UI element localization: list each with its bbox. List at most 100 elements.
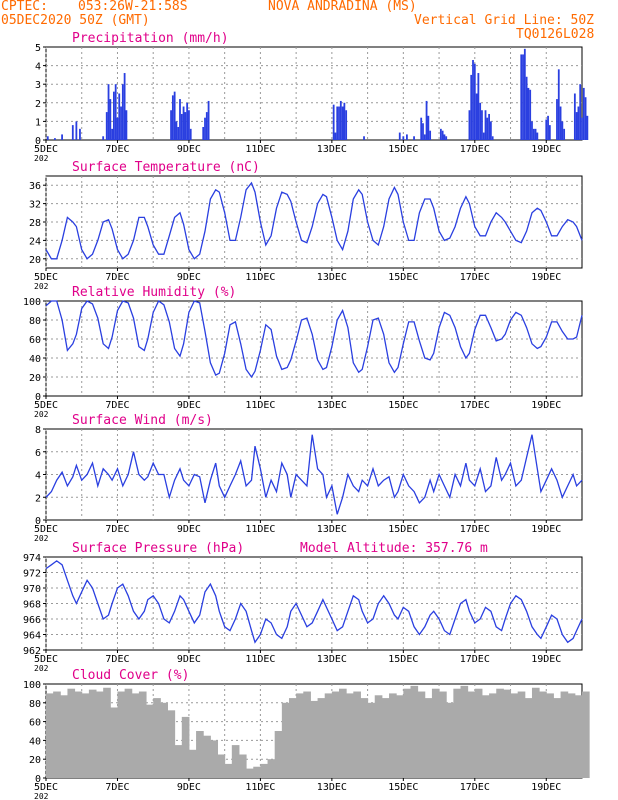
cloud-bar — [96, 691, 104, 778]
x-tick-label: 7DEC — [105, 524, 129, 535]
cloud-bar — [138, 691, 147, 778]
cloud-bar — [489, 693, 497, 778]
header: CPTEC: 053:26W-21:58S NOVA ANDRADINA (MS… — [0, 0, 618, 46]
cloud-bar — [131, 693, 140, 778]
precip-bar — [422, 123, 424, 140]
precip-bar — [548, 125, 551, 140]
x-tick-label: 9DEC — [177, 782, 201, 793]
cloud-bar — [246, 768, 254, 778]
cloud-bar — [439, 691, 447, 778]
y-tick-label: 20 — [29, 255, 41, 266]
precip-bar — [488, 113, 490, 140]
precip-bar — [207, 100, 210, 140]
precip-bar — [61, 134, 63, 140]
cloud-bar — [203, 735, 211, 778]
precip-bar — [481, 110, 483, 140]
year-stub: 202 — [34, 534, 49, 543]
precip-bar — [179, 99, 181, 140]
y-tick-label: 28 — [29, 218, 41, 229]
precip-bar — [520, 54, 523, 140]
x-tick-label: 11DEC — [245, 524, 275, 535]
cloud-bar — [360, 698, 369, 778]
precip-bar — [473, 63, 476, 140]
precip-bar — [204, 117, 206, 140]
x-tick-label: 15DEC — [388, 782, 418, 793]
x-tick-label: 11DEC — [245, 144, 275, 155]
precip-bar — [184, 112, 187, 140]
precip-bar — [547, 115, 549, 140]
cloud-bar — [317, 698, 326, 778]
cloud-bar — [446, 702, 454, 778]
precip-bar — [54, 138, 56, 140]
precip-bar — [557, 69, 560, 140]
cloud-bar — [188, 749, 197, 778]
y-tick-label: 962 — [23, 646, 41, 657]
x-tick-label: 15DEC — [388, 400, 418, 411]
panel-title: Cloud Cover (%) — [72, 668, 189, 683]
panel-title: Surface Temperature (nC) — [72, 160, 260, 175]
precip-bar — [343, 102, 346, 140]
y-tick-label: 3 — [35, 80, 41, 91]
panel-title: Relative Humidity (%) — [72, 285, 236, 300]
cloud-bar — [503, 689, 512, 778]
x-tick-label: 17DEC — [460, 782, 490, 793]
precip-bar — [531, 121, 533, 140]
precip-bar — [406, 134, 408, 140]
y-tick-label: 100 — [23, 297, 41, 308]
header-grid-note: Vertical Grid Line: 50Z — [414, 13, 595, 28]
cloud-bar — [281, 702, 290, 778]
precip-bar — [545, 119, 548, 140]
y-tick-label: 20 — [29, 755, 41, 766]
cloud-bar — [231, 745, 240, 778]
panel-frame — [45, 300, 583, 397]
y-tick-label: 966 — [23, 615, 41, 626]
precip-bar — [427, 115, 430, 140]
y-tick-label: 100 — [23, 680, 41, 691]
y-tick-label: 964 — [23, 631, 41, 642]
cloud-bar — [196, 731, 204, 778]
x-tick-label: 5DEC — [34, 400, 58, 411]
precip-bar — [532, 128, 535, 140]
year-stub: 202 — [34, 792, 49, 800]
precip-bar — [186, 102, 189, 140]
cloud-bar — [346, 693, 354, 778]
precip-bar — [479, 102, 482, 140]
cloud-bar — [146, 704, 154, 778]
precip-bar — [584, 97, 587, 140]
x-tick-label: 11DEC — [245, 272, 275, 283]
x-tick-label: 19DEC — [531, 144, 561, 155]
panel-subtitle: Model Altitude: 357.76 m — [300, 541, 488, 556]
precip-bar — [573, 93, 576, 140]
y-tick-label: 972 — [23, 569, 41, 580]
precip-bar — [109, 99, 112, 140]
panel-frame — [45, 46, 583, 141]
year-stub: 202 — [34, 154, 49, 163]
precip-bar — [586, 115, 589, 140]
cloud-bar — [546, 693, 554, 778]
cloud-bar — [381, 698, 390, 778]
cloud-bar — [560, 691, 569, 778]
precip-bar — [472, 60, 474, 140]
cloud-bar — [53, 691, 61, 778]
cloud-bar — [431, 688, 440, 778]
x-tick-label: 9DEC — [177, 524, 201, 535]
precip-bar — [332, 104, 335, 140]
header-coords: 053:26W-21:58S — [78, 0, 188, 14]
precip-bar — [180, 113, 183, 140]
cloud-bar — [510, 693, 519, 778]
x-tick-label: 13DEC — [317, 272, 347, 283]
cloud-bar — [453, 688, 462, 778]
cloud-bar — [288, 698, 297, 778]
x-tick-label: 9DEC — [177, 272, 201, 283]
cloud-bar — [174, 745, 183, 778]
cloud-bar — [238, 754, 247, 778]
precip-bar — [423, 134, 426, 140]
precip-bar — [579, 84, 582, 140]
precip-bar — [561, 121, 564, 140]
precip-bar — [202, 126, 205, 140]
precip-bar — [477, 73, 480, 140]
cloud-bar — [253, 766, 261, 778]
precip-bar — [123, 73, 126, 140]
cloud-bar — [267, 759, 276, 778]
cloud-bar — [417, 691, 426, 778]
